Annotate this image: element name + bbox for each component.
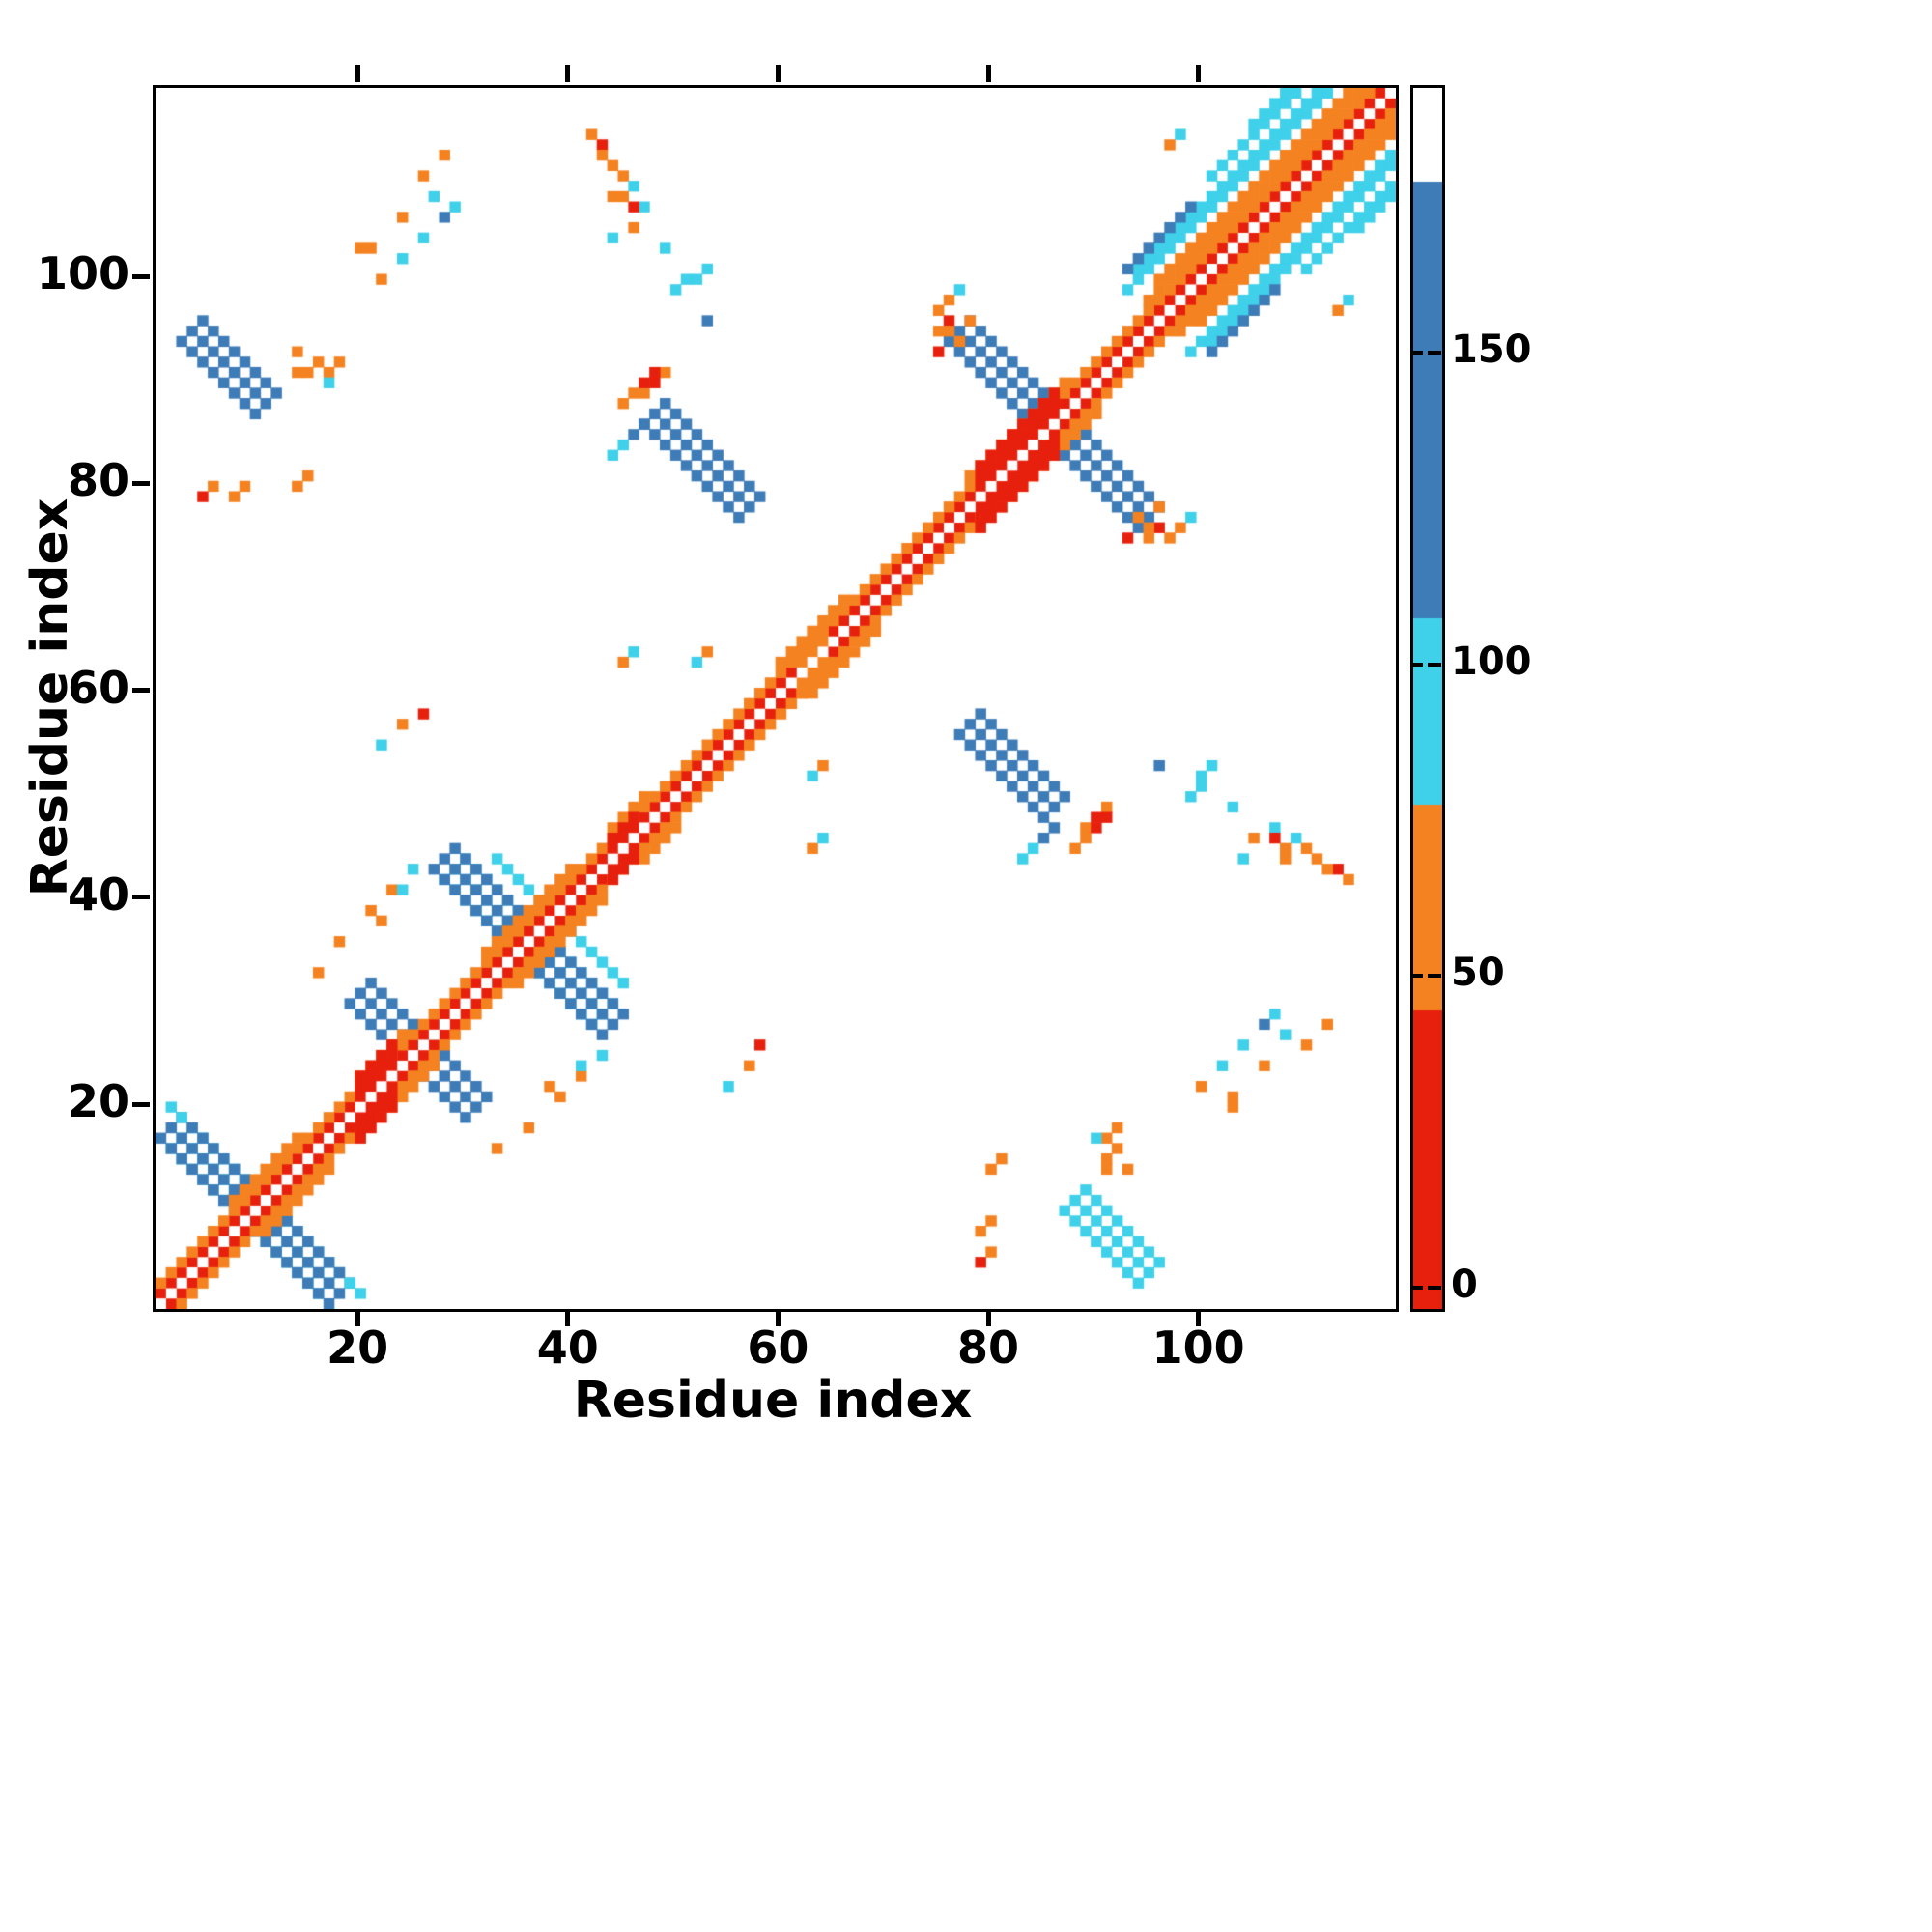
colorbar-tick-mark xyxy=(1428,1285,1441,1290)
x-tick-label: 60 xyxy=(747,1321,810,1374)
y-tick-mark xyxy=(132,1101,150,1107)
colorbar-tick-mark xyxy=(1428,974,1441,979)
x-tick-mark xyxy=(355,1309,360,1326)
y-tick-label: 40 xyxy=(67,867,129,921)
colorbar-tick-mark-inner xyxy=(1413,662,1423,667)
y-tick-label: 100 xyxy=(36,247,129,300)
colorbar-canvas xyxy=(1413,88,1442,1309)
colorbar-tick-mark xyxy=(1428,662,1441,667)
colorbar xyxy=(1410,85,1445,1312)
x-tick-mark-top xyxy=(1196,65,1202,82)
y-tick-mark xyxy=(132,480,150,486)
x-tick-mark xyxy=(775,1309,781,1326)
colorbar-tick-label: 0 xyxy=(1451,1262,1478,1307)
x-axis-label: Residue index xyxy=(573,1372,973,1430)
colorbar-tick-mark-inner xyxy=(1413,1285,1423,1290)
y-tick-label: 80 xyxy=(67,454,129,507)
y-tick-mark xyxy=(132,688,150,694)
x-tick-label: 100 xyxy=(1151,1321,1245,1374)
x-tick-label: 40 xyxy=(536,1321,599,1374)
x-tick-mark-top xyxy=(985,65,991,82)
colorbar-tick-mark-inner xyxy=(1413,974,1423,979)
y-tick-mark xyxy=(132,273,150,279)
x-tick-mark-top xyxy=(355,65,360,82)
y-tick-mark xyxy=(132,895,150,900)
plot-area xyxy=(153,85,1399,1312)
x-tick-mark-top xyxy=(565,65,571,82)
colorbar-tick-label: 100 xyxy=(1451,639,1532,684)
x-tick-mark xyxy=(985,1309,991,1326)
colorbar-tick-mark-inner xyxy=(1413,351,1423,355)
colorbar-tick-mark xyxy=(1428,351,1441,355)
x-tick-mark xyxy=(1196,1309,1202,1326)
colorbar-tick-label: 50 xyxy=(1451,951,1505,996)
x-tick-label: 80 xyxy=(957,1321,1020,1374)
y-tick-label: 60 xyxy=(67,661,129,714)
heatmap-canvas xyxy=(156,88,1396,1309)
colorbar-tick-label: 150 xyxy=(1451,327,1532,373)
x-tick-label: 20 xyxy=(327,1321,389,1374)
x-tick-mark xyxy=(565,1309,571,1326)
y-tick-label: 20 xyxy=(67,1075,129,1128)
x-tick-mark-top xyxy=(775,65,781,82)
